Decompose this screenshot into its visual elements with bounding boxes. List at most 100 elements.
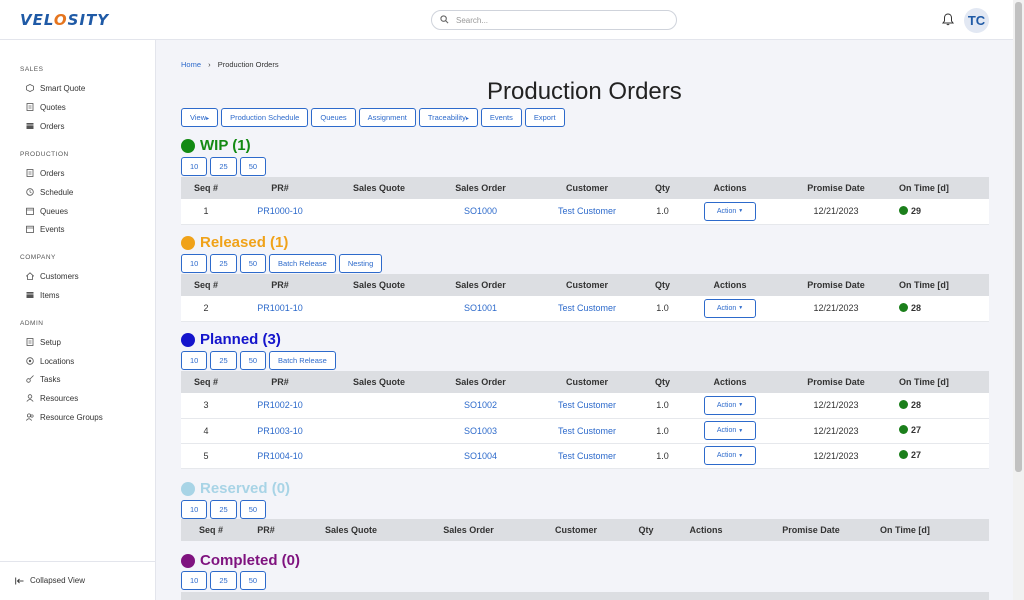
traceability-dropdown-button[interactable]: Traceability▸ [418,108,478,127]
customer-link[interactable]: Test Customer [532,443,642,469]
batch-release-button[interactable]: Batch Release [269,351,336,370]
col-seq[interactable]: Seq # [181,519,241,541]
production-schedule-button[interactable]: Production Schedule [221,108,309,127]
page-size-10-button[interactable]: 10 [181,351,208,370]
col-customer[interactable]: Customer [526,519,626,541]
action-dropdown-button[interactable]: Action ▼ [704,446,756,465]
sidebar-item-resources[interactable]: Resources [26,391,78,405]
sidebar-item-customers[interactable]: Customers [26,269,79,283]
breadcrumb-home-link[interactable]: Home [181,60,202,69]
pr-link[interactable]: PR1001-10 [231,296,329,322]
col-customer[interactable]: Customer [532,177,642,199]
page-size-50-button[interactable]: 50 [239,254,267,273]
assignment-button[interactable]: Assignment [358,108,416,127]
page-size-50-button[interactable]: 50 [239,500,267,519]
pr-link[interactable]: PR1000-10 [231,199,329,225]
col-promise-date[interactable]: Promise Date [777,371,895,393]
page-size-25-button[interactable]: 25 [210,351,237,370]
sidebar-item-quotes[interactable]: Quotes [26,100,66,114]
col-sales-quote[interactable]: Sales Quote [291,519,411,541]
sales-order-link[interactable]: SO1004 [429,443,532,469]
col-sales-order[interactable]: Sales Order [429,274,532,296]
scrollbar-thumb[interactable] [1015,2,1022,472]
sales-order-link[interactable]: SO1001 [429,296,532,322]
export-button[interactable]: Export [524,108,565,127]
col-qty[interactable]: Qty [626,519,666,541]
col-qty[interactable]: Qty [642,274,683,296]
action-dropdown-button[interactable]: Action ▼ [704,395,756,415]
customer-link[interactable]: Test Customer [532,418,642,444]
action-dropdown-button[interactable]: Action ▼ [704,421,756,440]
bell-icon[interactable] [942,13,954,26]
col-sales-order[interactable]: Sales Order [411,519,526,541]
customer-link[interactable]: Test Customer [532,199,642,225]
sidebar-item-sales-orders[interactable]: Orders [26,119,64,133]
col-seq[interactable]: Seq # [181,177,231,199]
sidebar-item-items[interactable]: Items [26,288,60,302]
col-on-time[interactable]: On Time [d] [876,519,989,541]
action-dropdown-button[interactable]: Action ▼ [704,201,756,221]
col-seq[interactable]: Seq # [181,371,231,393]
col-sales-order[interactable]: Sales Order [429,371,532,393]
col-pr[interactable]: PR# [241,519,291,541]
page-size-25-button[interactable]: 25 [210,254,237,273]
sales-order-link[interactable]: SO1002 [429,393,532,419]
pr-link[interactable]: PR1003-10 [231,418,329,444]
pr-link[interactable]: PR1004-10 [231,443,329,469]
user-avatar[interactable]: TC [964,8,989,33]
sidebar-item-smart-quote[interactable]: Smart Quote [26,81,85,95]
view-dropdown-button[interactable]: View▸ [181,108,219,127]
page-size-25-button[interactable]: 25 [210,157,237,176]
col-sales-quote[interactable]: Sales Quote [329,274,429,296]
queues-button[interactable]: Queues [311,108,356,127]
nesting-button[interactable]: Nesting [338,254,383,273]
col-promise-date[interactable]: Promise Date [777,177,895,199]
collapsed-view-toggle[interactable]: Collapsed View [0,561,155,600]
page-size-50-button[interactable]: 50 [239,157,267,176]
action-dropdown-button[interactable]: Action ▼ [704,298,756,318]
col-on-time[interactable]: On Time [d] [895,371,989,393]
scrollbar[interactable] [1013,0,1024,600]
sidebar-item-resource-groups[interactable]: Resource Groups [26,410,103,424]
sidebar-item-setup[interactable]: Setup [26,335,61,349]
customer-link[interactable]: Test Customer [532,393,642,419]
sidebar-item-production-orders[interactable]: Orders [26,166,64,180]
velosity-logo[interactable]: VELOSITY [20,11,110,29]
col-sales-order[interactable]: Sales Order [429,177,532,199]
col-customer[interactable]: Customer [532,371,642,393]
page-size-10-button[interactable]: 10 [181,571,208,590]
col-qty[interactable]: Qty [642,371,683,393]
col-customer[interactable]: Customer [532,274,642,296]
col-promise-date[interactable]: Promise Date [777,274,895,296]
customer-link[interactable]: Test Customer [532,296,642,322]
col-qty[interactable]: Qty [642,177,683,199]
page-size-10-button[interactable]: 10 [181,157,208,176]
sidebar-item-tasks[interactable]: Tasks [26,372,60,386]
sales-order-link[interactable]: SO1003 [429,418,532,444]
page-size-50-button[interactable]: 50 [239,571,267,590]
page-size-50-button[interactable]: 50 [239,351,267,370]
page-size-10-button[interactable]: 10 [181,254,208,273]
col-on-time[interactable]: On Time [d] [895,177,989,199]
col-promise-date[interactable]: Promise Date [746,519,876,541]
col-pr[interactable]: PR# [231,371,329,393]
sidebar-item-events[interactable]: Events [26,222,64,236]
sidebar-item-queues[interactable]: Queues [26,204,68,218]
search-box[interactable] [431,10,677,30]
search-input[interactable] [456,13,666,27]
events-button[interactable]: Events [480,108,522,127]
col-pr[interactable]: PR# [231,177,329,199]
page-size-10-button[interactable]: 10 [181,500,208,519]
col-sales-quote[interactable]: Sales Quote [329,177,429,199]
col-pr[interactable]: PR# [231,274,329,296]
page-size-25-button[interactable]: 25 [210,500,237,519]
pr-link[interactable]: PR1002-10 [231,393,329,419]
sidebar-item-schedule[interactable]: Schedule [26,185,73,199]
batch-release-button[interactable]: Batch Release [269,254,336,273]
col-seq[interactable]: Seq # [181,274,231,296]
col-on-time[interactable]: On Time [d] [895,274,989,296]
page-size-25-button[interactable]: 25 [210,571,237,590]
sales-order-link[interactable]: SO1000 [429,199,532,225]
sidebar-item-locations[interactable]: Locations [26,354,74,368]
col-sales-quote[interactable]: Sales Quote [329,371,429,393]
